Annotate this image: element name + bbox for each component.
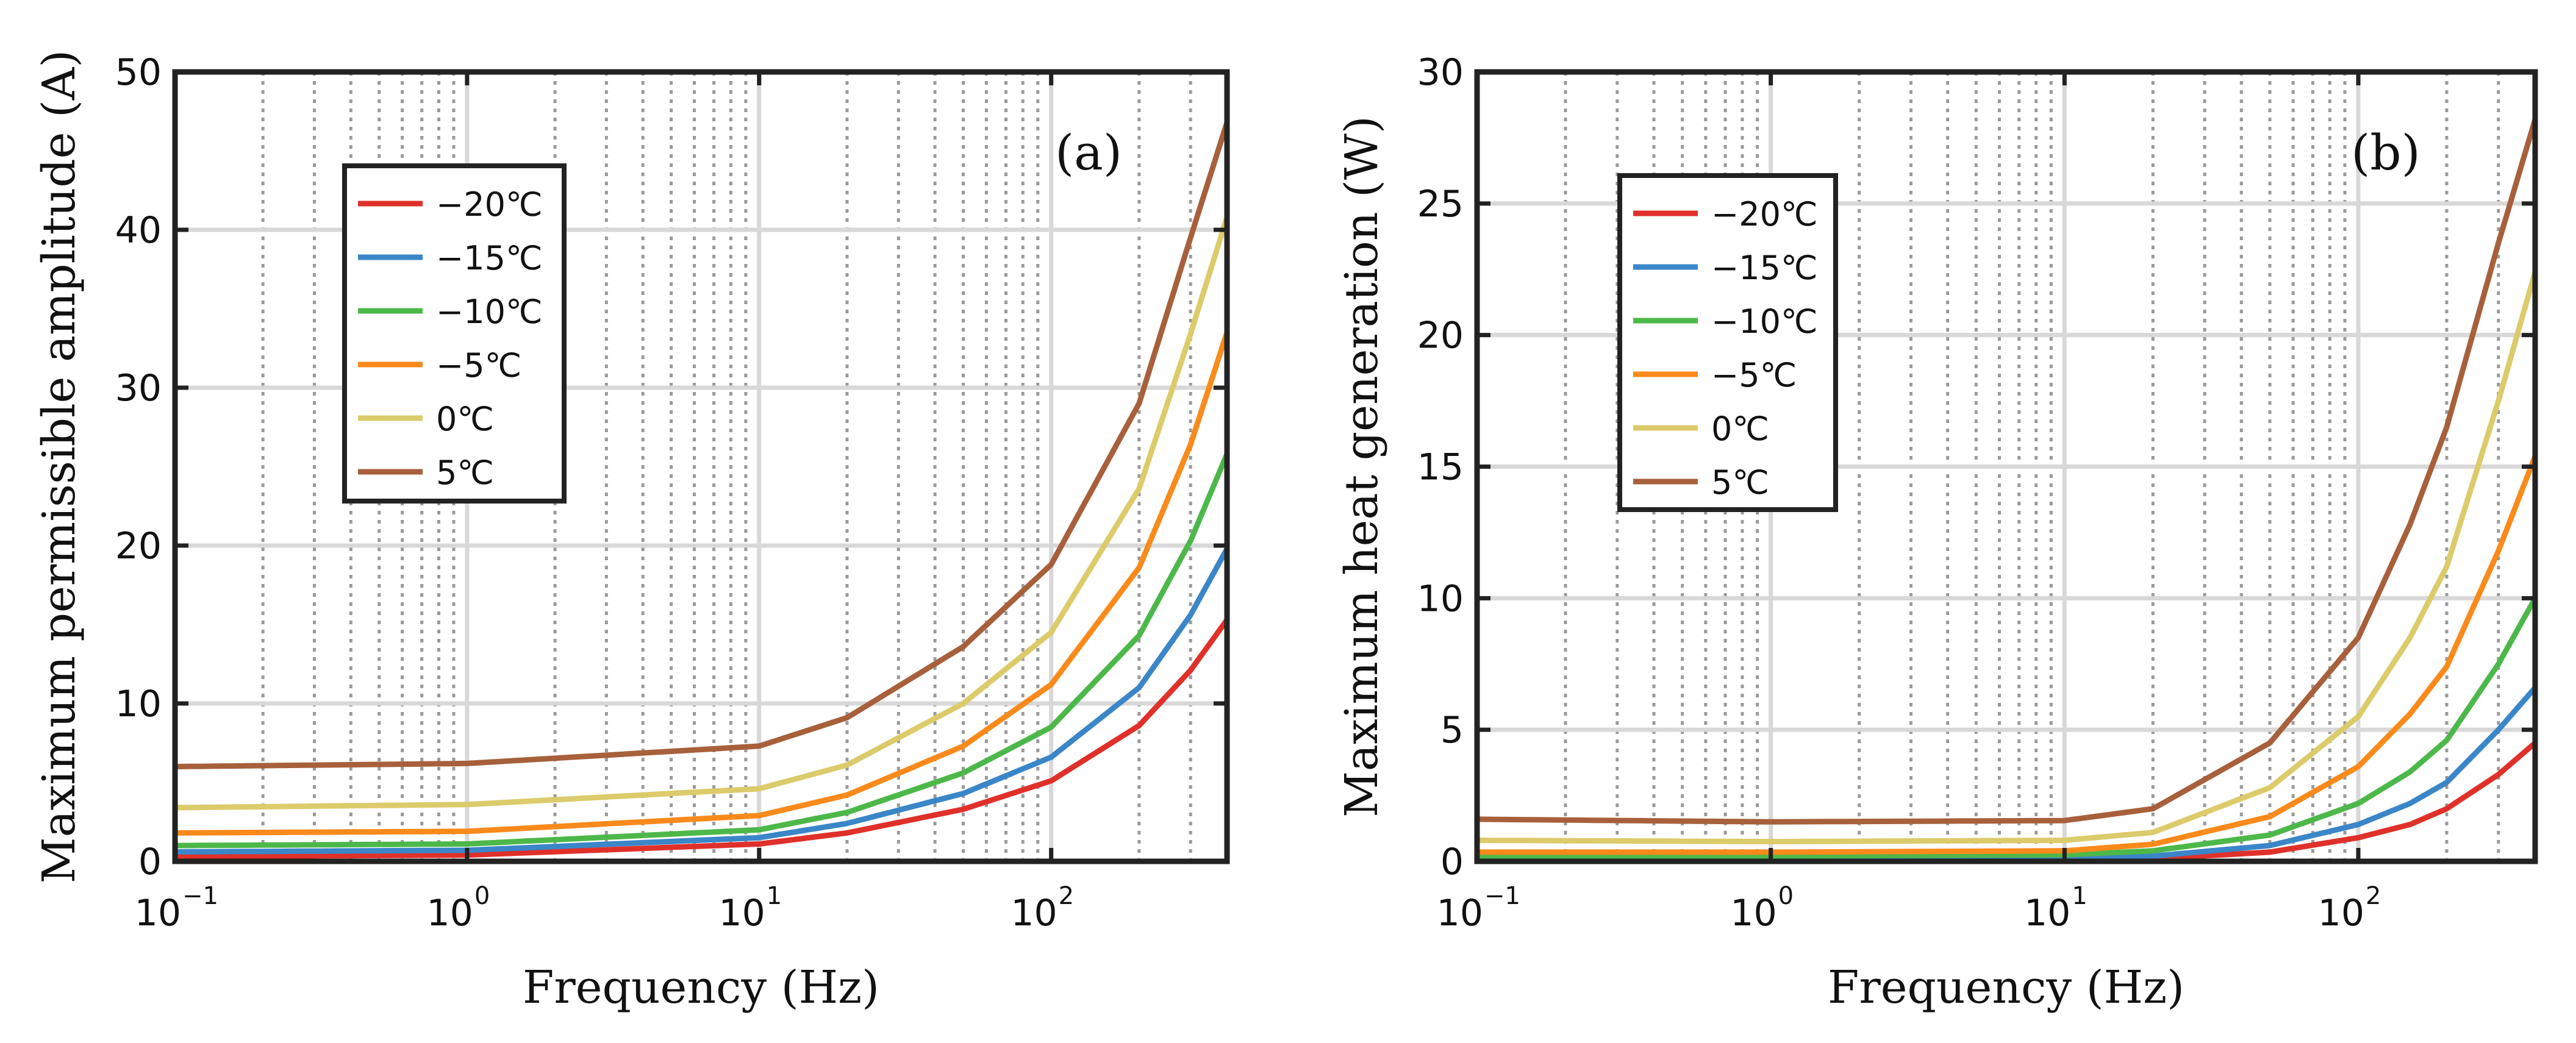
x-tick-label-exponent: 1 — [2072, 882, 2087, 910]
panel-label: (a) — [1055, 124, 1122, 181]
y-tick-label: 25 — [1417, 183, 1464, 226]
series-line-6 — [1476, 118, 2538, 825]
x-tick-label: 10 1 — [2024, 882, 2088, 934]
series-line-6 — [174, 121, 1230, 770]
x-tick-label-exponent: 0 — [1778, 882, 1794, 910]
series-curves — [174, 121, 1230, 860]
axis-ticks — [1475, 69, 2535, 864]
series-curves — [1476, 118, 2538, 863]
series-line-4 — [1477, 455, 2538, 855]
legend-label-5: 0℃ — [1711, 410, 1769, 448]
y-tick-label: 40 — [115, 209, 162, 252]
series-line-5 — [174, 216, 1230, 811]
legend-label-4: −5℃ — [436, 346, 521, 385]
x-tick-label: 10 −1 — [135, 882, 218, 934]
series-line-3 — [174, 453, 1230, 849]
y-tick-label: 5 — [1440, 709, 1464, 752]
legend-label-1: −20℃ — [436, 185, 543, 224]
legend: −20℃ −15℃ −10℃ −5℃ 0℃ 5℃ — [1617, 173, 1838, 512]
x-tick-label-exponent: 0 — [474, 882, 490, 910]
x-tick-label-exponent: 2 — [1059, 882, 1074, 910]
y-tick-label: 10 — [115, 683, 162, 725]
x-tick-label: 10 0 — [427, 882, 490, 934]
x-tick-label-base: 10 — [2318, 892, 2364, 934]
legend-label-4: −5℃ — [1711, 356, 1797, 394]
y-tick-label: 20 — [115, 525, 162, 568]
legend-label-6: 5℃ — [436, 454, 494, 492]
legend-label-3: −10℃ — [1711, 302, 1818, 341]
y-axis-title: Maximum permissible amplitude (A) — [33, 50, 85, 883]
x-tick-label-base: 10 — [2024, 892, 2070, 934]
legend-label-1: −20℃ — [1711, 195, 1818, 233]
x-tick-label-base: 10 — [718, 892, 765, 934]
legend-label-2: −15℃ — [436, 239, 543, 277]
x-tick-label-base: 10 — [1730, 892, 1776, 934]
y-tick-label: 30 — [115, 367, 162, 410]
y-tick-label: 0 — [138, 841, 162, 883]
legend-label-5: 0℃ — [436, 400, 494, 438]
x-tick-label-exponent: −1 — [182, 882, 218, 910]
series-line-1 — [174, 618, 1229, 860]
axis-ticks — [173, 69, 1227, 864]
y-tick-label: 0 — [1440, 841, 1464, 883]
legend: −20℃ −15℃ −10℃ −5℃ 0℃ 5℃ — [342, 163, 567, 504]
legend-box — [1617, 173, 1838, 512]
x-tick-label: 10 2 — [2318, 882, 2381, 934]
y-tick-label: 50 — [115, 51, 162, 94]
panel-label: (b) — [2351, 124, 2420, 181]
x-tick-label-base: 10 — [1437, 892, 1483, 934]
x-tick-label: 10 −1 — [1437, 882, 1520, 934]
y-axis-title: Maximum heat generation (W) — [1336, 116, 1388, 817]
x-tick-label-base: 10 — [427, 892, 473, 934]
legend-label-3: −10℃ — [436, 293, 543, 331]
x-tick-label-base: 10 — [135, 892, 181, 934]
x-tick-label-base: 10 — [1011, 892, 1057, 934]
y-tick-label: 20 — [1417, 315, 1464, 357]
x-tick-label-exponent: −1 — [1484, 882, 1520, 910]
x-axis-title: Frequency (Hz) — [523, 961, 879, 1014]
series-line-4 — [174, 331, 1230, 836]
series-line-3 — [1477, 597, 2538, 859]
legend-label-2: −15℃ — [1711, 249, 1818, 287]
series-line-2 — [174, 547, 1229, 855]
x-tick-label-exponent: 1 — [767, 882, 782, 910]
x-tick-label-exponent: 2 — [2366, 882, 2381, 910]
y-tick-label: 15 — [1417, 446, 1464, 489]
series-line-2 — [1477, 686, 2538, 862]
y-tick-label: 10 — [1417, 577, 1464, 620]
plot-frame — [172, 69, 1230, 864]
legend-box — [342, 163, 567, 504]
x-tick-label: 10 0 — [1730, 882, 1794, 934]
x-axis-title: Frequency (Hz) — [1828, 961, 2184, 1014]
series-line-5 — [1476, 271, 2538, 845]
x-tick-label: 10 1 — [718, 882, 782, 934]
y-tick-label: 30 — [1417, 51, 1464, 94]
legend-label-6: 5℃ — [1711, 463, 1769, 502]
x-tick-label: 10 2 — [1011, 882, 1074, 934]
